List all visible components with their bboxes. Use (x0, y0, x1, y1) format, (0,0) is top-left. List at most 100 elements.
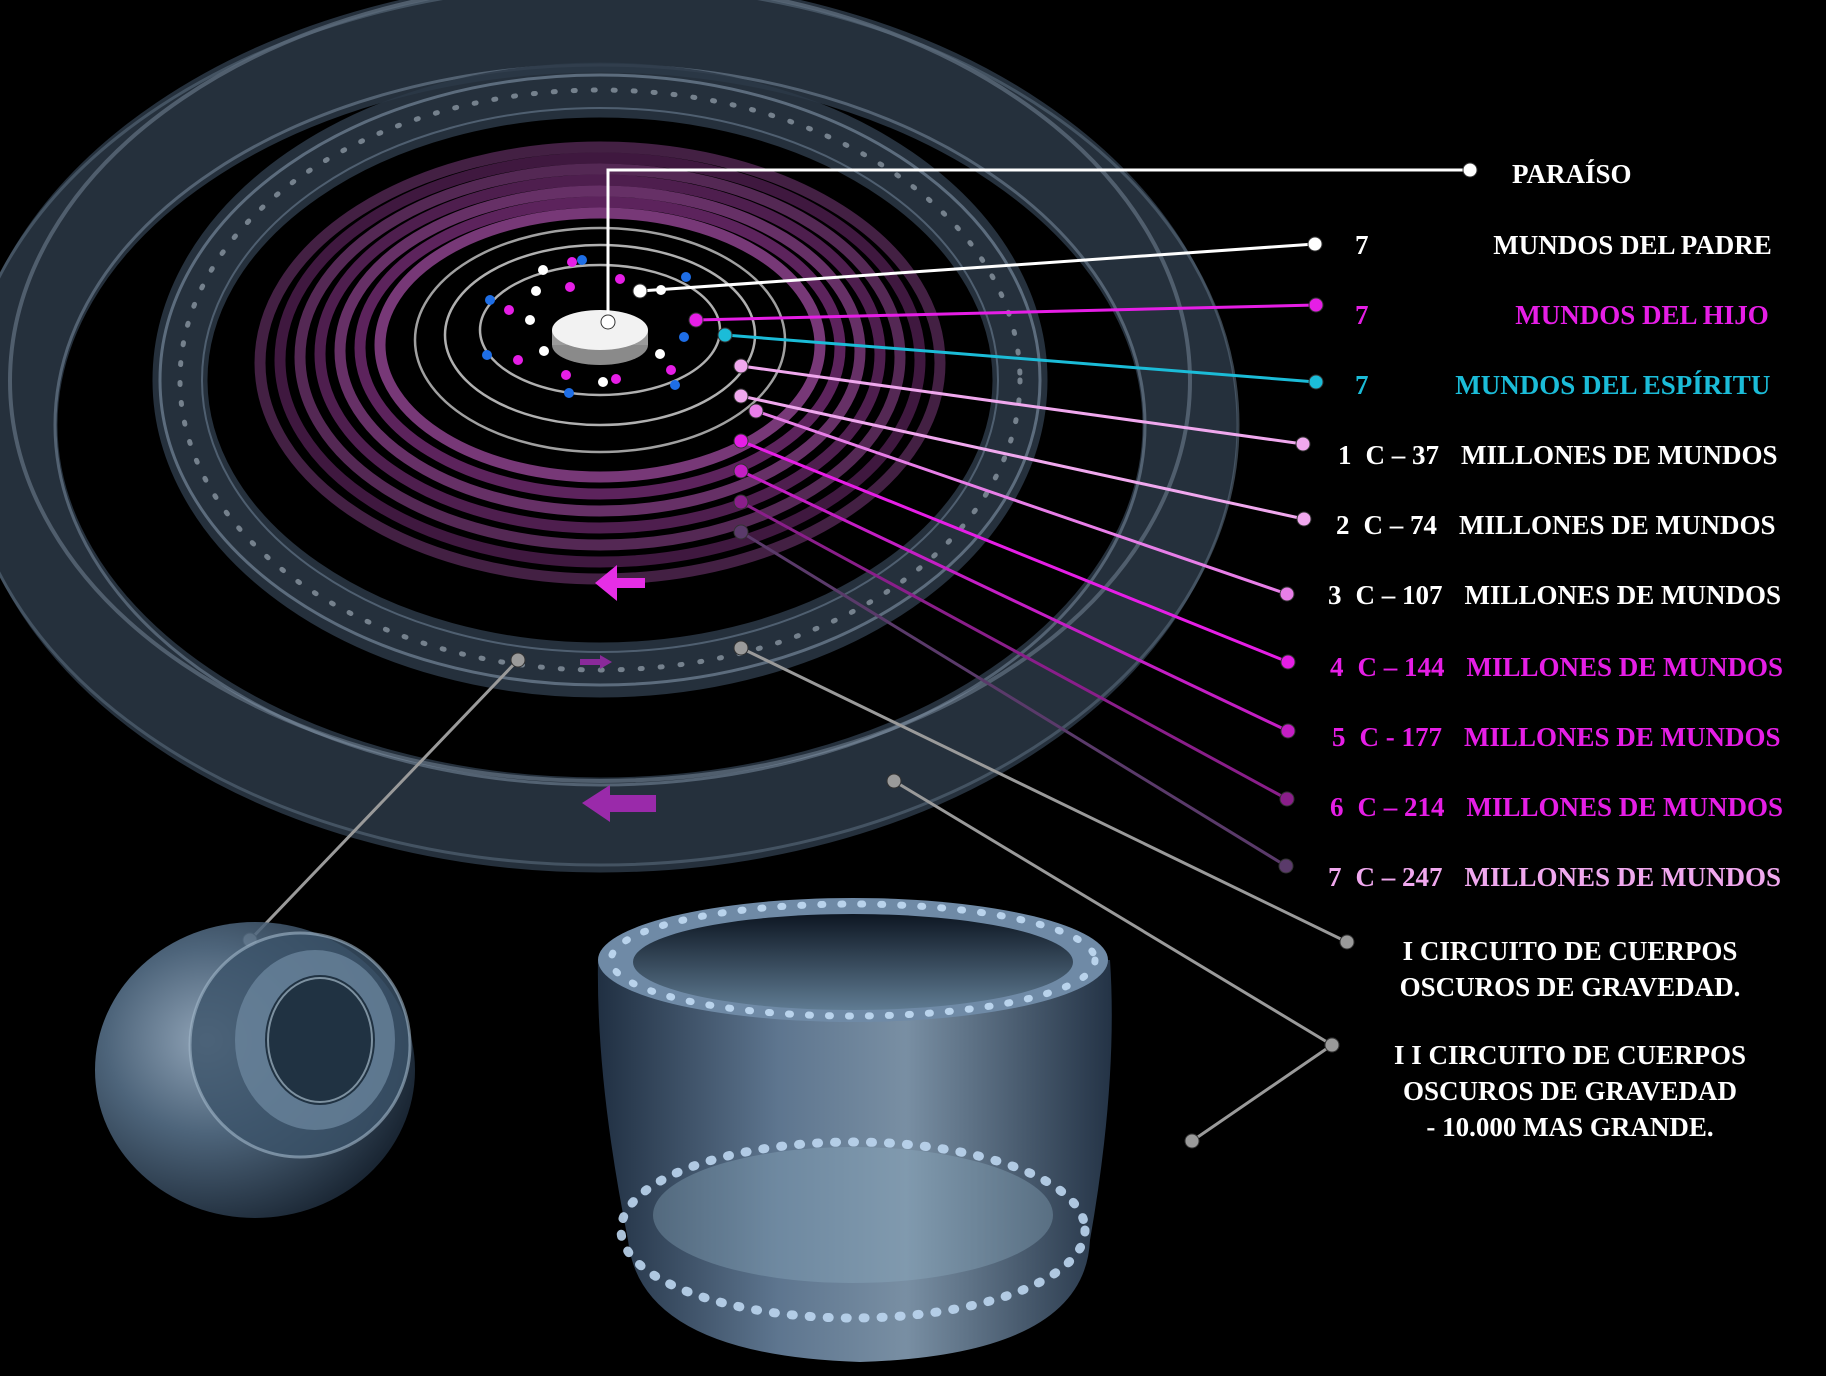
label-circuit-3-name: MILLONES DE MUNDOS (1464, 580, 1782, 610)
leader-hijo (688, 297, 1324, 328)
label-circuit-4-num: 4 (1330, 652, 1344, 682)
world-dot (670, 380, 680, 390)
leader-endpoint (733, 433, 749, 449)
leader-circuit-5 (733, 463, 1296, 739)
leader-circuit-6 (733, 494, 1295, 807)
leader-endpoint (1339, 934, 1355, 950)
world-dot (598, 377, 608, 387)
leader-endpoint (1308, 374, 1324, 390)
leader-endpoint (688, 312, 704, 328)
leader-endpoint (1278, 858, 1294, 874)
circuit-ring-6 (274, 152, 926, 568)
leader-endpoint (886, 773, 902, 789)
world-dot (531, 286, 541, 296)
world-dot (565, 282, 575, 292)
leader-endpoint (733, 524, 749, 540)
label-circuit-2-code: C – 74 (1363, 510, 1438, 540)
label-circuit-5-code: C - 177 (1359, 722, 1443, 752)
leader-endpoint (733, 463, 749, 479)
leader-circuit-4 (733, 433, 1296, 670)
world-dot (611, 374, 621, 384)
label-circuit-1-num: 1 (1338, 440, 1352, 470)
label-circuit-1-code: C – 37 (1365, 440, 1440, 470)
leader-endpoint (1279, 791, 1295, 807)
leader-endpoint (733, 358, 749, 374)
label-hijo: 7 MUNDOS DEL HIJO (1355, 298, 1769, 332)
world-dot (681, 272, 691, 282)
label-espiritu-num: 7 (1355, 370, 1369, 400)
label-circuit-7-name: MILLONES DE MUNDOS (1464, 862, 1782, 892)
leader-endpoint (1280, 723, 1296, 739)
label-circuit-4: 4 C – 144 MILLONES DE MUNDOS (1330, 650, 1783, 684)
label-circuit-5-name: MILLONES DE MUNDOS (1464, 722, 1781, 752)
rotation-arrows (580, 565, 656, 822)
leader-endpoint (1279, 586, 1295, 602)
leader-circuit-2 (733, 388, 1312, 527)
label-dark-circuit-1-line1: I CIRCUITO DE CUERPOS (1402, 936, 1738, 966)
inner-circuit-cross-section (95, 922, 415, 1218)
inner-dark-circuit-ring (152, 62, 1048, 698)
world-dot (504, 305, 514, 315)
world-dot (679, 332, 689, 342)
central-worlds (482, 255, 691, 398)
label-dark-circuit-2-line1: I I CIRCUITO DE CUERPOS (1393, 1040, 1747, 1070)
label-dark-circuit-2-line2: OSCUROS DE GRAVEDAD (1402, 1076, 1738, 1106)
leader-endpoint (1307, 236, 1323, 252)
circuit-ring-1 (374, 207, 826, 483)
label-padre-name: MUNDOS DEL PADRE (1493, 230, 1772, 260)
world-dot (666, 365, 676, 375)
paradise-disk (552, 310, 648, 365)
leader-lines (242, 162, 1478, 1149)
world-dot (564, 388, 574, 398)
label-circuit-7: 7 C – 247 MILLONES DE MUNDOS (1328, 860, 1781, 894)
leader-endpoint (733, 640, 749, 656)
label-circuit-6-num: 6 (1330, 792, 1344, 822)
leader-padre (632, 236, 1323, 299)
leader-circuit-7 (733, 524, 1294, 874)
world-dot (561, 370, 571, 380)
label-circuit-1: 1 C – 37 MILLONES DE MUNDOS (1338, 438, 1778, 472)
leader-cross-section-2 (1184, 1037, 1340, 1149)
leader-endpoint (600, 314, 616, 330)
leader-circuit-1 (733, 358, 1311, 452)
leader-endpoint (1462, 162, 1478, 178)
world-dot (577, 255, 587, 265)
label-padre-num: 7 (1355, 230, 1369, 260)
label-circuit-5: 5 C - 177 MILLONES DE MUNDOS (1332, 720, 1781, 754)
world-dot (485, 295, 495, 305)
leader-endpoint (1295, 436, 1311, 452)
world-dot (615, 274, 625, 284)
label-padre: 7 MUNDOS DEL PADRE (1355, 228, 1772, 262)
world-dot (655, 349, 665, 359)
label-dark-circuit-1-line2: OSCUROS DE GRAVEDAD. (1399, 972, 1741, 1002)
leader-endpoint (1280, 654, 1296, 670)
world-dot (482, 350, 492, 360)
label-circuit-2: 2 C – 74 MILLONES DE MUNDOS (1336, 508, 1776, 542)
leader-endpoint (1308, 297, 1324, 313)
leader-endpoint (733, 388, 749, 404)
leader-endpoint (510, 652, 526, 668)
label-hijo-num: 7 (1355, 300, 1369, 330)
label-circuit-3: 3 C – 107 MILLONES DE MUNDOS (1328, 578, 1781, 612)
circuit-ring-5 (294, 163, 906, 551)
leader-endpoint (717, 327, 733, 343)
label-circuit-7-num: 7 (1328, 862, 1342, 892)
label-espiritu: 7 MUNDOS DEL ESPÍRITU (1355, 368, 1770, 402)
label-circuit-2-num: 2 (1336, 510, 1350, 540)
label-circuit-3-code: C – 107 (1355, 580, 1443, 610)
circuit-ring-3 (334, 185, 866, 517)
label-circuit-6-code: C – 214 (1357, 792, 1445, 822)
label-espiritu-name: MUNDOS DEL ESPÍRITU (1455, 370, 1771, 400)
label-circuit-6: 6 C – 214 MILLONES DE MUNDOS (1330, 790, 1783, 824)
world-dot (539, 346, 549, 356)
label-circuit-7-code: C – 247 (1355, 862, 1443, 892)
label-circuit-3-num: 3 (1328, 580, 1342, 610)
label-circuit-1-name: MILLONES DE MUNDOS (1461, 440, 1778, 470)
world-dot (538, 265, 548, 275)
world-dot (513, 355, 523, 365)
outer-circuit-cross-section (597, 898, 1112, 1362)
label-circuit-5-num: 5 (1332, 722, 1346, 752)
leader-endpoint (1324, 1037, 1340, 1053)
